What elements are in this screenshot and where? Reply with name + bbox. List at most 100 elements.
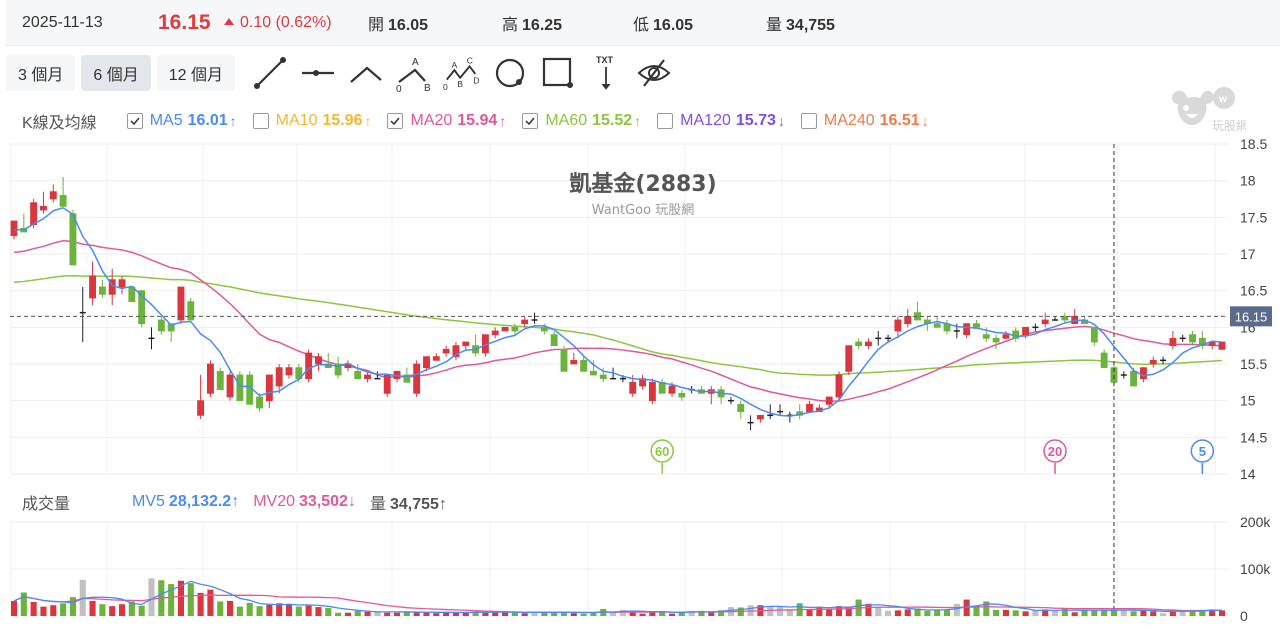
- range-12m-button[interactable]: 12 個月: [156, 55, 235, 91]
- volume-bar: [393, 612, 401, 616]
- ma-toggle-ma20[interactable]: MA20 15.94 ↑: [387, 112, 506, 130]
- range-3m-button[interactable]: 3 個月: [6, 55, 76, 91]
- candle: [1149, 359, 1157, 365]
- volume-bar: [433, 613, 440, 616]
- volume-bar: [1081, 610, 1088, 616]
- candle: [825, 396, 833, 405]
- arrow-up-icon: ↑: [229, 113, 237, 129]
- quote-low: 低 16.05: [633, 11, 693, 35]
- angle-tool-icon[interactable]: [347, 54, 385, 92]
- svg-text:B: B: [457, 79, 463, 89]
- volume-bar: [374, 611, 381, 616]
- ma-60-marker[interactable]: 60: [650, 439, 674, 474]
- volume-bar: [462, 612, 469, 616]
- volume-bar: [30, 601, 37, 616]
- checkbox-unchecked-icon[interactable]: [657, 113, 674, 129]
- low-label: 低: [633, 16, 650, 34]
- svg-text:A: A: [452, 60, 458, 70]
- candle: [992, 337, 1000, 343]
- line-tool-icon[interactable]: [251, 54, 289, 92]
- candle: [1130, 370, 1138, 387]
- candle: [452, 345, 460, 358]
- svg-text:A: A: [412, 57, 419, 68]
- checkbox-unchecked-icon[interactable]: [800, 113, 817, 129]
- volume-bar: [1061, 608, 1068, 616]
- candle: [855, 341, 863, 347]
- candle: [40, 205, 47, 211]
- horizontal-line-tool-icon[interactable]: [299, 54, 337, 92]
- checkbox-checked-icon[interactable]: [387, 113, 404, 129]
- ma-label: MA120: [680, 112, 731, 129]
- volume-bar: [502, 612, 509, 616]
- quote-change: 0.10 (0.62%): [224, 14, 332, 32]
- volume-bar: [364, 611, 371, 616]
- candle: [835, 374, 843, 398]
- candle: [216, 370, 224, 391]
- circle-tool-icon[interactable]: [491, 54, 529, 92]
- volume-bars: [10, 578, 1226, 616]
- volume-bar: [20, 592, 27, 616]
- ma-toggle-ma60[interactable]: MA60 15.52 ↑: [522, 112, 641, 130]
- ma-toggle-ma5[interactable]: MA5 16.01 ↑: [126, 112, 237, 130]
- volume-bar: [443, 612, 450, 616]
- volume-bar: [678, 612, 685, 616]
- volume-bar: [89, 600, 96, 616]
- candle: [1061, 315, 1069, 321]
- volume-bar: [217, 601, 224, 616]
- candle: [89, 275, 97, 299]
- volume-bar: [511, 612, 518, 616]
- candle: [383, 374, 391, 394]
- volume-value: 34,755: [786, 16, 835, 34]
- volume-bar: [335, 612, 342, 616]
- ma-toggle-ma240[interactable]: MA240 16.51 ↓: [800, 112, 929, 130]
- high-value: 16.25: [522, 16, 563, 34]
- volume-bar: [826, 608, 833, 616]
- svg-text:玩股網: 玩股網: [1212, 119, 1246, 133]
- candle: [246, 374, 254, 405]
- candle: [49, 191, 57, 200]
- abc-wave-tool-icon[interactable]: A 0 B: [395, 54, 433, 92]
- ma-value: 15.96: [322, 112, 363, 129]
- text-arrow-tool-icon[interactable]: TXT: [587, 54, 625, 92]
- volume-bar: [973, 605, 980, 616]
- ma-5-marker[interactable]: 5: [1190, 439, 1215, 474]
- ma-toggle-ma10[interactable]: MA10 15.96 ↑: [252, 112, 371, 130]
- price-axis-tick: 15.5: [1240, 356, 1267, 372]
- ma-20-marker[interactable]: 20: [1043, 439, 1067, 474]
- price-axis-tick: 18: [1240, 173, 1256, 189]
- high-label: 高: [502, 16, 519, 34]
- volume-bar: [629, 611, 636, 616]
- volume-bar: [1130, 611, 1137, 616]
- volume-bar: [266, 604, 273, 616]
- svg-text:D: D: [473, 75, 479, 85]
- checkbox-unchecked-icon[interactable]: [252, 113, 269, 129]
- volume-bar: [285, 604, 293, 616]
- volume-bar: [1169, 610, 1176, 616]
- volume-bar: [521, 613, 528, 616]
- ma-value: 15.94: [457, 112, 498, 129]
- volume-legend-current: 量 34,755↑: [370, 490, 447, 514]
- candle: [982, 334, 990, 339]
- range-6m-button[interactable]: 6 個月: [81, 55, 151, 91]
- volume-bar: [325, 608, 332, 616]
- candle: [285, 367, 293, 376]
- volume-bar: [305, 605, 312, 616]
- volume-bar: [983, 601, 990, 616]
- candle: [1041, 319, 1049, 325]
- volume-bar: [69, 597, 76, 616]
- hide-drawings-icon[interactable]: [635, 54, 673, 92]
- candle: [1218, 341, 1226, 350]
- ma-toggle-ma120[interactable]: MA120 15.73 ↓: [657, 112, 785, 130]
- candle: [599, 374, 607, 380]
- volume-bar: [128, 601, 135, 616]
- rectangle-tool-icon[interactable]: [539, 54, 577, 92]
- current-price-tag: [1230, 306, 1272, 327]
- volume-bar: [1120, 610, 1127, 616]
- checkbox-checked-icon[interactable]: [126, 113, 143, 129]
- checkbox-checked-icon[interactable]: [522, 113, 539, 129]
- volume-bar: [472, 611, 479, 616]
- volume-bar: [40, 606, 47, 616]
- volume-bar: [384, 612, 391, 616]
